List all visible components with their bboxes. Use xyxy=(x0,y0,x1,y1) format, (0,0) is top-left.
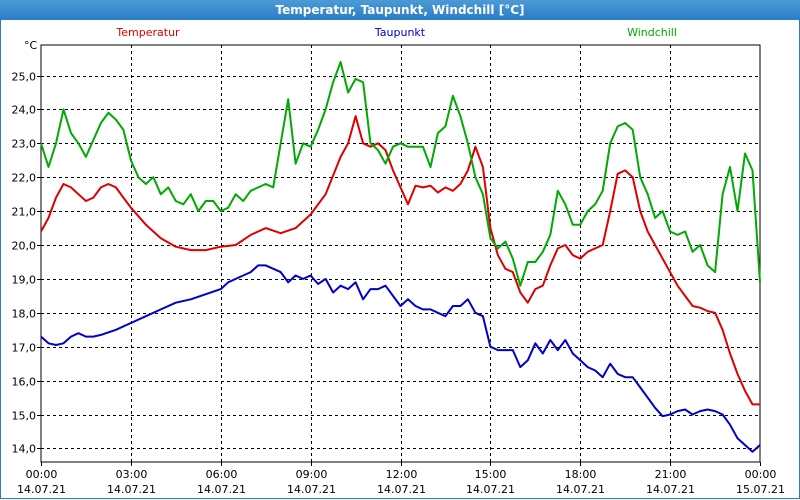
x-tick-time-label: 09:00 xyxy=(296,468,328,481)
x-tick-time-label: 00:00 xyxy=(26,468,58,481)
y-axis-unit-label: °C xyxy=(24,39,38,52)
y-tick-label: 23,0 xyxy=(12,138,37,151)
plot-area xyxy=(40,44,761,463)
y-tick-label: 17,0 xyxy=(12,342,37,355)
y-tick-label: 25,0 xyxy=(12,71,37,84)
legend-taupunkt: Taupunkt xyxy=(374,26,426,39)
x-tick-time-label: 15:00 xyxy=(475,468,507,481)
y-tick-label: 19,0 xyxy=(12,274,37,287)
x-tick-time-label: 03:00 xyxy=(116,468,148,481)
series-line-temperatur xyxy=(40,115,760,406)
x-tick-time-label: 21:00 xyxy=(655,468,687,481)
x-tick-time-label: 00:00 xyxy=(745,468,777,481)
y-tick-label: 20,0 xyxy=(12,240,37,253)
x-tick-date-label: 15.07.21 xyxy=(736,483,785,496)
chart-title: Temperatur, Taupunkt, Windchill [°C] xyxy=(0,0,800,20)
legend-temperatur: Temperatur xyxy=(115,26,180,39)
y-tick-label: 15,0 xyxy=(12,410,37,423)
x-tick-date-label: 14.07.21 xyxy=(556,483,605,496)
x-tick-date-label: 14.07.21 xyxy=(377,483,426,496)
y-tick-label: 22,0 xyxy=(12,172,37,185)
y-tick-label: 16,0 xyxy=(12,376,37,389)
x-tick-time-label: 18:00 xyxy=(565,468,597,481)
x-tick-time-label: 12:00 xyxy=(386,468,418,481)
x-tick-date-label: 14.07.21 xyxy=(646,483,695,496)
x-tick-date-label: 14.07.21 xyxy=(17,483,66,496)
x-tick-date-label: 14.07.21 xyxy=(466,483,515,496)
x-tick-date-label: 14.07.21 xyxy=(107,483,156,496)
series-line-taupunkt xyxy=(40,264,761,453)
y-tick-label: 21,0 xyxy=(12,206,37,219)
y-tick-label: 18,0 xyxy=(12,308,37,321)
y-tick-label: 24,0 xyxy=(12,104,37,117)
x-tick-date-label: 14.07.21 xyxy=(287,483,336,496)
series-line-windchill xyxy=(40,61,761,287)
x-tick-time-label: 06:00 xyxy=(206,468,238,481)
y-tick-label: 14,0 xyxy=(12,443,37,456)
x-tick-date-label: 14.07.21 xyxy=(197,483,246,496)
legend-windchill: Windchill xyxy=(627,26,677,39)
